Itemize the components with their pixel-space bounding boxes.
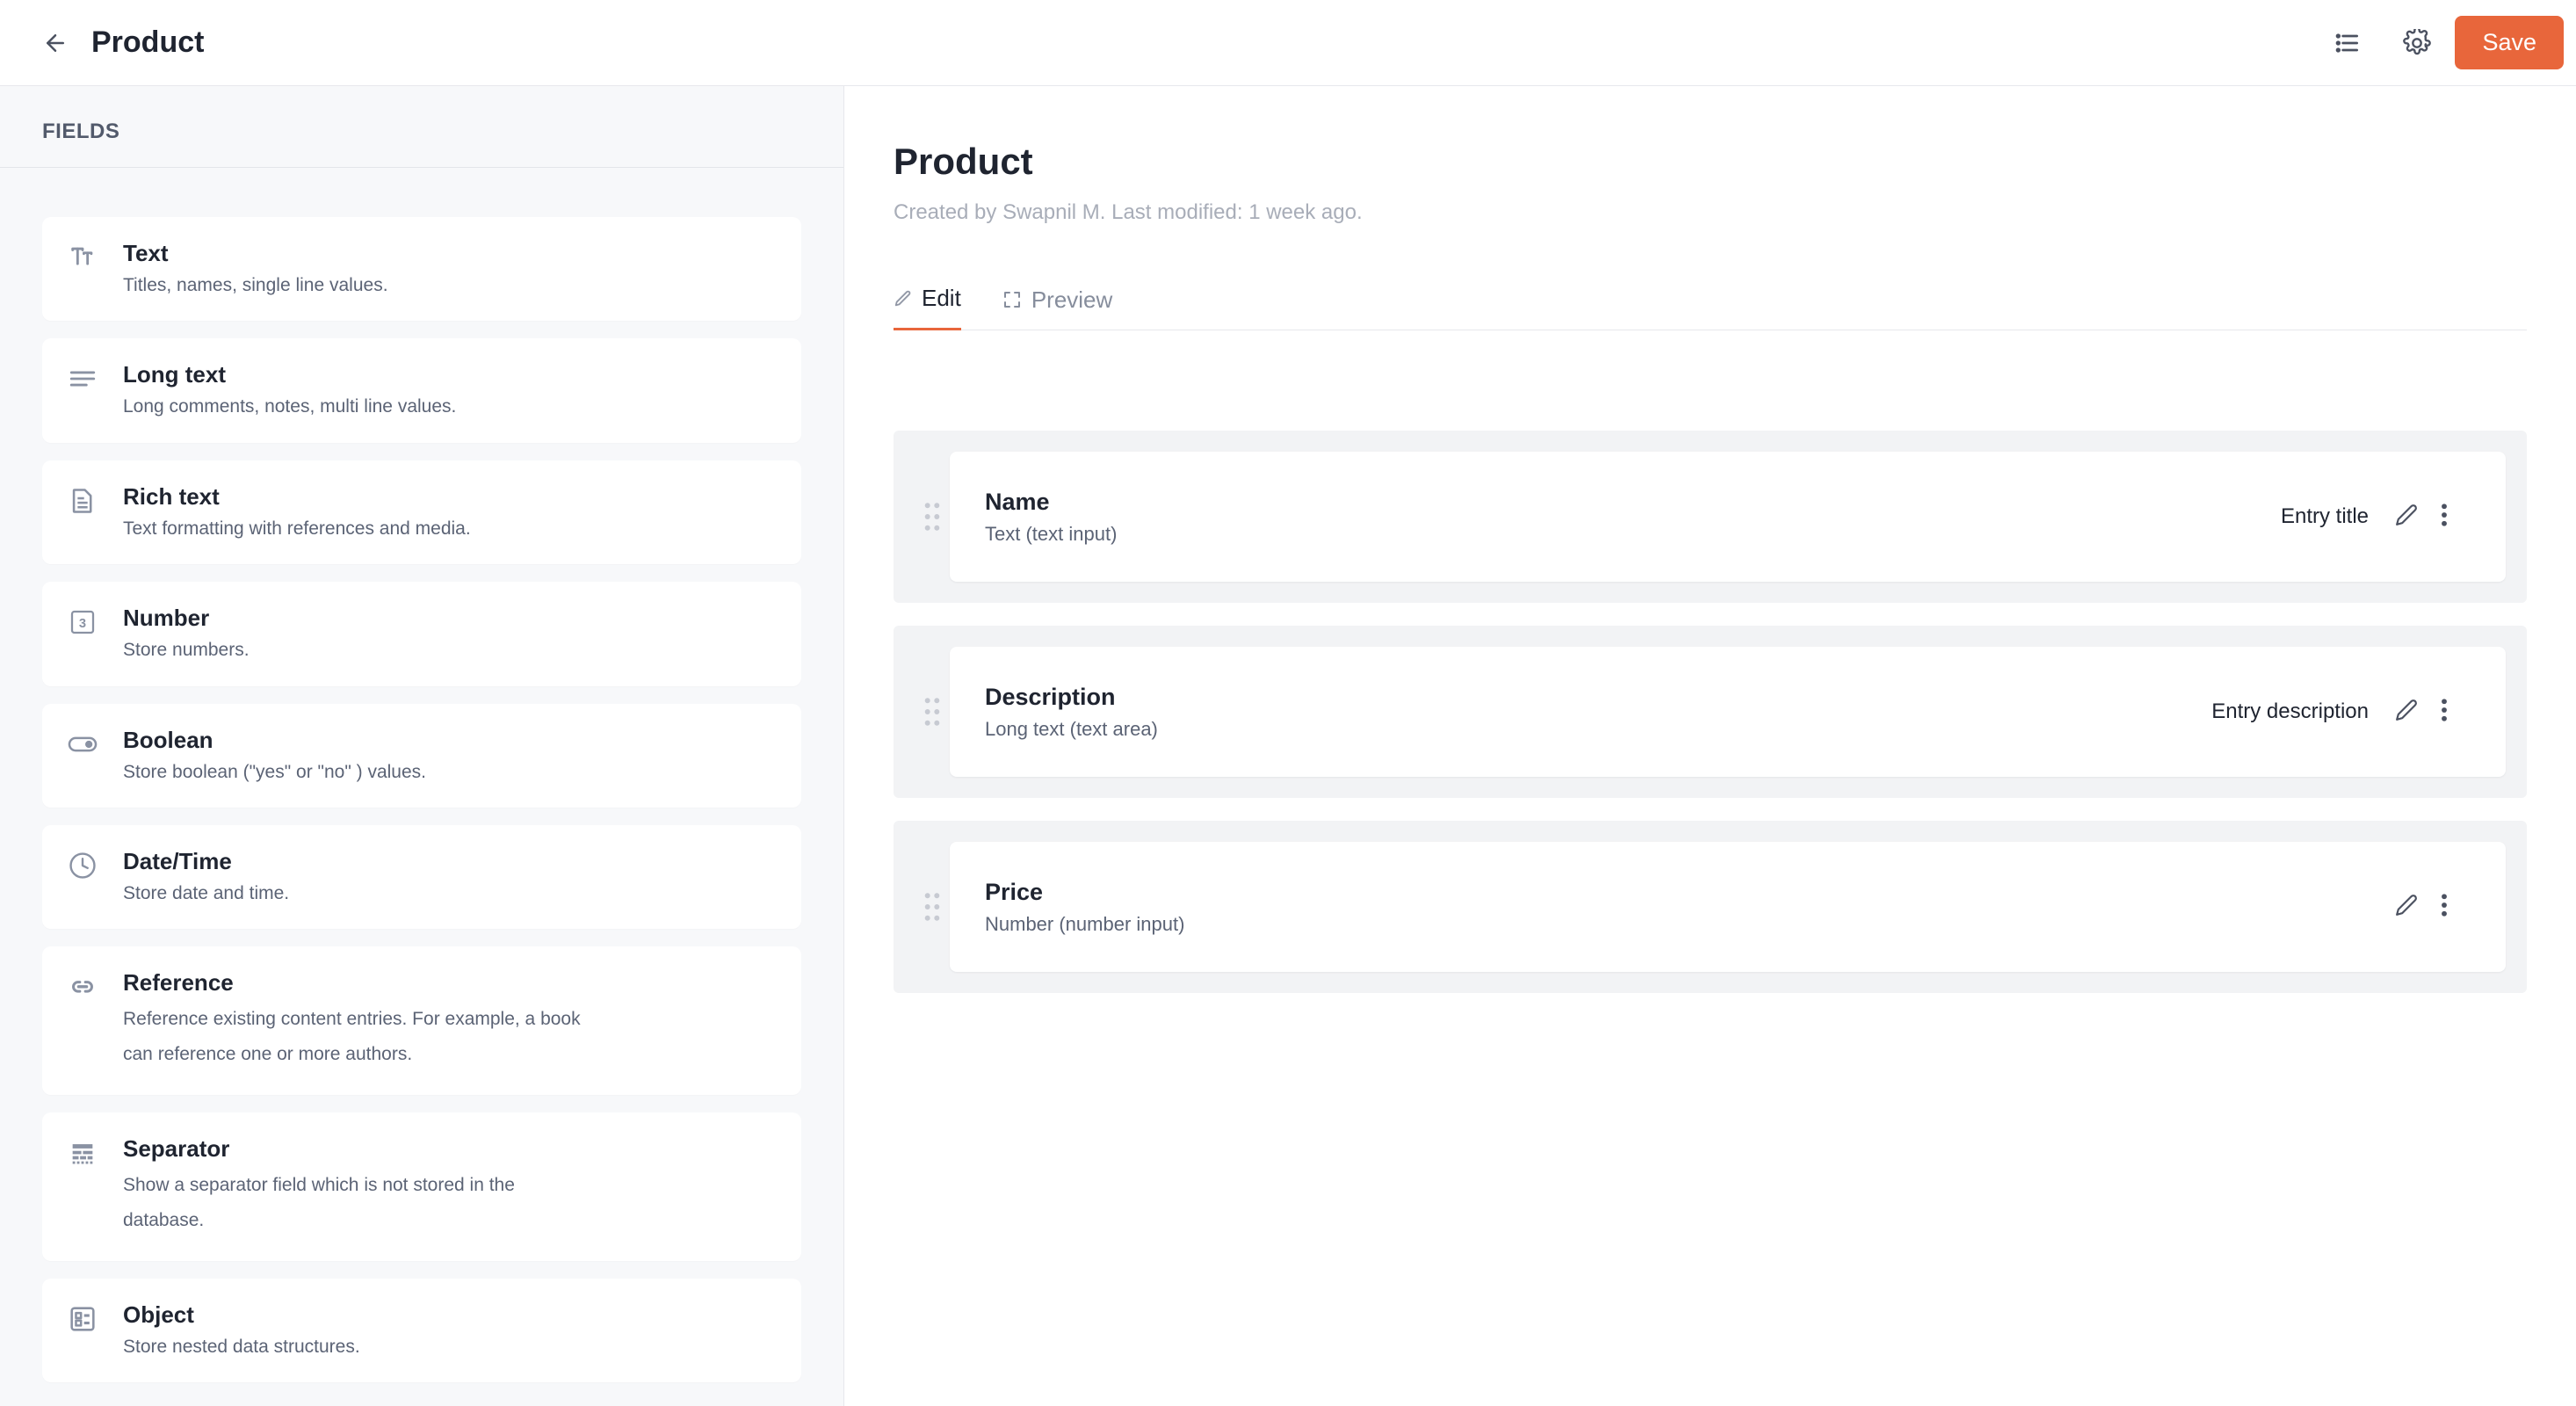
svg-text:3: 3 xyxy=(79,617,86,631)
